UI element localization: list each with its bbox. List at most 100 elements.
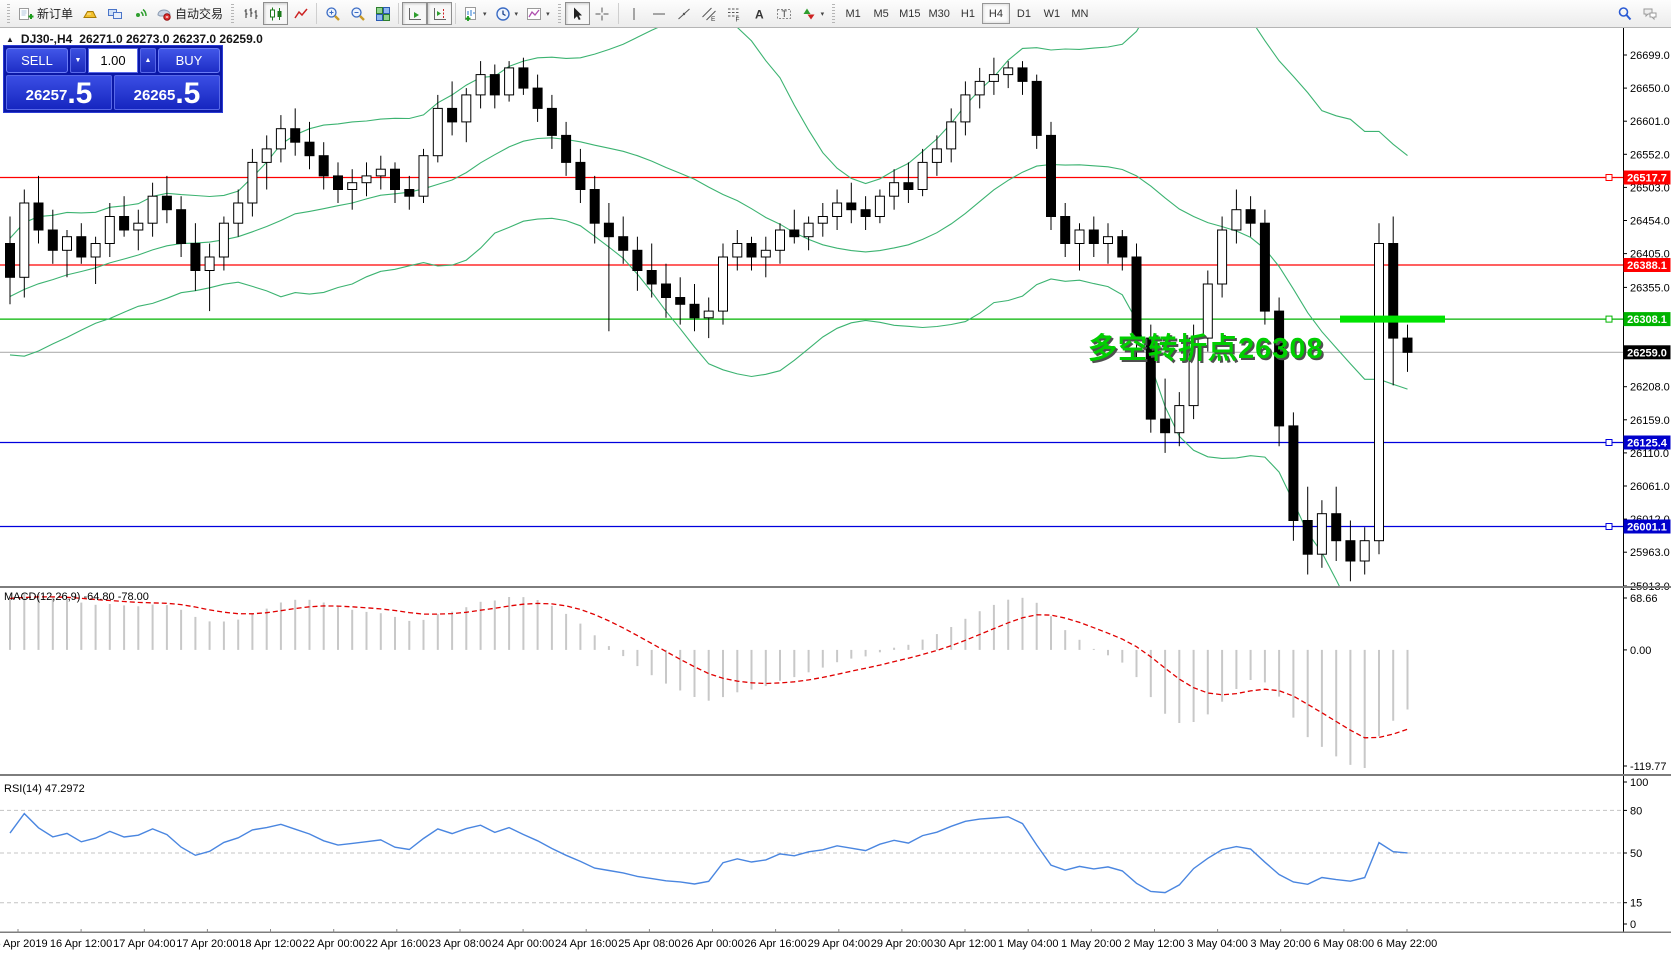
- chevron-down-icon: ▾: [514, 10, 519, 18]
- arrows-icon: [803, 8, 815, 19]
- sell-button[interactable]: SELL: [6, 48, 68, 73]
- horizontal-line-tool-button[interactable]: [647, 2, 672, 25]
- svg-text:26001.1: 26001.1: [1627, 522, 1667, 534]
- svg-text:29 Apr 04:00: 29 Apr 04:00: [808, 938, 870, 950]
- tile-windows-button[interactable]: [370, 2, 395, 25]
- zoom-out-icon: [350, 6, 365, 21]
- chart-annotation[interactable]: 多空转折点26308: [1088, 333, 1324, 365]
- volume-decrease-button[interactable]: ▼: [70, 48, 86, 73]
- tab-timeframe-h1[interactable]: H1: [954, 3, 982, 24]
- autotrading-icon: [157, 8, 171, 21]
- svg-text:26 Apr 00:00: 26 Apr 00:00: [681, 938, 743, 950]
- tab-timeframe-d1[interactable]: D1: [1010, 3, 1038, 24]
- svg-text:24 Apr 16:00: 24 Apr 16:00: [555, 938, 617, 950]
- tab-timeframe-m1[interactable]: M1: [839, 3, 867, 24]
- monitors-icon: [107, 8, 122, 19]
- channel-tool-button[interactable]: E: [697, 2, 722, 25]
- cursor-icon: [574, 7, 583, 20]
- macd-label: MACD(12,26,9) -64.80 -78.00: [4, 591, 149, 603]
- toolbar-separator: [455, 3, 457, 24]
- tab-timeframe-m30[interactable]: M30: [925, 3, 954, 24]
- chat-button[interactable]: [1637, 2, 1662, 25]
- tile-windows-icon: [375, 6, 390, 21]
- svg-text:A: A: [755, 7, 764, 21]
- macd-histogram: [9, 594, 1409, 768]
- vertical-line-tool-button[interactable]: [622, 2, 647, 25]
- tab-timeframe-m15[interactable]: M15: [895, 3, 924, 24]
- bar-chart-button[interactable]: [238, 2, 263, 25]
- tab-timeframe-m5[interactable]: M5: [867, 3, 895, 24]
- zoom-out-button[interactable]: [345, 2, 370, 25]
- candlestick-chart-button[interactable]: [263, 2, 289, 25]
- one-click-trading-panel: SELL ▼ ▲ BUY 26257 .5 26265 .5: [3, 45, 223, 113]
- volume-input[interactable]: [88, 48, 138, 73]
- tab-timeframe-mn[interactable]: MN: [1066, 3, 1094, 24]
- chart-shift-button[interactable]: [427, 2, 453, 25]
- svg-text:26159.0: 26159.0: [1630, 415, 1670, 427]
- line-chart-button[interactable]: [288, 2, 313, 25]
- buy-price-main: 26265: [133, 87, 176, 104]
- zoom-in-button[interactable]: [320, 2, 345, 25]
- buy-price-box[interactable]: 26265 .5: [114, 75, 220, 110]
- chart-canvas[interactable]: 26699.0 26650.0 26601.0 26552.0 26503.0 26454…: [0, 28, 1671, 953]
- price-axis[interactable]: 26699.0 26650.0 26601.0 26552.0 26503.0 26454…: [1623, 28, 1671, 933]
- tab-timeframe-w1[interactable]: W1: [1038, 3, 1066, 24]
- svg-text:0.00: 0.00: [1630, 645, 1651, 657]
- panel-separator[interactable]: [0, 774, 1671, 776]
- rsi-label: RSI(14) 47.2972: [4, 783, 85, 795]
- svg-text:26 Apr 16:00: 26 Apr 16:00: [744, 938, 806, 950]
- fibonacci-tool-button[interactable]: F: [722, 2, 747, 25]
- svg-text:15 Apr 2019: 15 Apr 2019: [0, 938, 48, 950]
- template-button[interactable]: ▾: [522, 2, 554, 25]
- text-tool-button[interactable]: A: [747, 2, 772, 25]
- panel-separator[interactable]: [0, 931, 1671, 934]
- svg-text:E: E: [711, 16, 716, 22]
- new-chart-button[interactable]: ▾: [459, 2, 491, 25]
- horizontal-line-icon: [653, 13, 666, 14]
- new-order-button[interactable]: 新订单: [14, 2, 77, 25]
- toolbar-grip: [7, 3, 10, 24]
- search-button[interactable]: [1612, 2, 1637, 25]
- search-icon: [1618, 6, 1631, 20]
- svg-text:22 Apr 00:00: 22 Apr 00:00: [303, 938, 365, 950]
- svg-text:26552.0: 26552.0: [1630, 149, 1670, 161]
- cursor-tool-button[interactable]: [564, 2, 590, 25]
- svg-text:1 May 20:00: 1 May 20:00: [1061, 938, 1122, 950]
- signals-button[interactable]: [127, 2, 152, 25]
- trendline-tool-button[interactable]: [672, 2, 697, 25]
- svg-text:23 Apr 08:00: 23 Apr 08:00: [429, 938, 491, 950]
- macd-signal-line: [9, 596, 1408, 739]
- candles-layer[interactable]: [5, 57, 1413, 582]
- sell-price-box[interactable]: 26257 .5: [6, 75, 112, 110]
- panel-separator[interactable]: [0, 586, 1671, 588]
- toolbar-grip: [557, 3, 561, 24]
- arrows-tool-button[interactable]: ▾: [797, 2, 829, 25]
- autotrading-button[interactable]: 自动交易: [152, 2, 227, 25]
- chart-window[interactable]: 26699.0 26650.0 26601.0 26552.0 26503.0 26454…: [0, 28, 1671, 953]
- svg-text:80: 80: [1630, 805, 1642, 817]
- buy-button[interactable]: BUY: [158, 48, 220, 73]
- svg-text:F: F: [736, 16, 740, 22]
- period-button[interactable]: ▾: [491, 2, 523, 25]
- rsi-line: [9, 812, 1408, 894]
- auto-scroll-button[interactable]: [402, 2, 428, 25]
- collapse-triangle-icon[interactable]: ▲: [6, 34, 14, 44]
- crosshair-tool-button[interactable]: [590, 2, 615, 25]
- horizontal-level-lines[interactable]: [0, 174, 1623, 530]
- volume-increase-button[interactable]: ▲: [140, 48, 156, 73]
- pivot-highlight-segment[interactable]: [1340, 315, 1445, 323]
- svg-text:26355.0: 26355.0: [1630, 282, 1670, 294]
- market-button[interactable]: [77, 2, 102, 25]
- template-icon: [527, 7, 542, 20]
- text-icon: A: [755, 7, 764, 21]
- crosshair-icon: [595, 7, 609, 20]
- svg-text:26308.1: 26308.1: [1627, 314, 1667, 326]
- data-window-button[interactable]: [102, 2, 127, 25]
- main-toolbar: 新订单 自动交易 ▾ ▾ ▾ E F A T ▾ M1 M5 M15 M30 H…: [0, 0, 1671, 28]
- tab-timeframe-h4[interactable]: H4: [981, 3, 1010, 24]
- svg-text:24 Apr 00:00: 24 Apr 00:00: [492, 938, 554, 950]
- text-label-tool-button[interactable]: T: [772, 2, 797, 25]
- autotrading-label: 自动交易: [175, 7, 224, 21]
- toolbar-grip: [832, 3, 836, 24]
